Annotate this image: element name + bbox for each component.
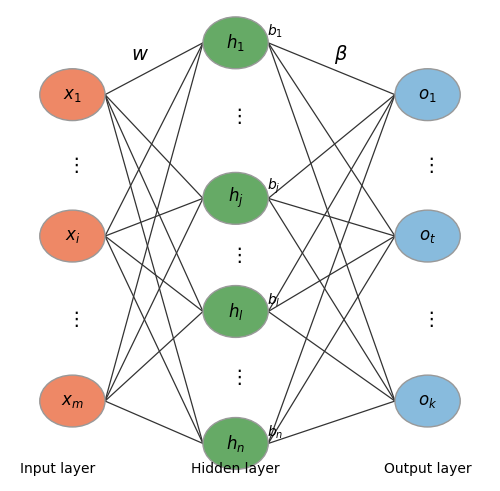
Ellipse shape [203,17,268,69]
Text: $\beta$: $\beta$ [334,43,348,66]
Ellipse shape [395,375,460,427]
Text: $b_n$: $b_n$ [267,424,283,441]
Text: $h_l$: $h_l$ [228,301,244,322]
Ellipse shape [40,375,105,427]
Text: $\vdots$: $\vdots$ [421,308,434,328]
Text: $\vdots$: $\vdots$ [421,155,434,175]
Text: Input layer: Input layer [20,463,96,476]
Text: $o_t$: $o_t$ [419,227,436,245]
Text: Output layer: Output layer [384,463,472,476]
Text: $\vdots$: $\vdots$ [229,106,242,126]
Text: $\vdots$: $\vdots$ [66,155,79,175]
Text: $x_m$: $x_m$ [61,392,84,410]
Text: $x_i$: $x_i$ [64,227,80,245]
Text: $b_1$: $b_1$ [267,23,283,40]
Text: $b_j$: $b_j$ [267,177,280,196]
Ellipse shape [40,69,105,121]
Text: $\vdots$: $\vdots$ [66,308,79,328]
Text: $h_j$: $h_j$ [228,186,244,211]
Text: $o_1$: $o_1$ [418,85,437,104]
Text: $w$: $w$ [130,45,148,64]
Ellipse shape [203,172,268,224]
Text: $h_n$: $h_n$ [226,433,245,454]
Text: Hidden layer: Hidden layer [192,463,280,476]
Ellipse shape [395,210,460,262]
Text: $x_1$: $x_1$ [63,85,82,104]
Ellipse shape [40,210,105,262]
Text: $h_1$: $h_1$ [226,32,245,54]
Text: $\vdots$: $\vdots$ [229,245,242,265]
Text: $o_k$: $o_k$ [418,392,437,410]
Text: $b_l$: $b_l$ [267,292,280,309]
Ellipse shape [203,286,268,337]
Ellipse shape [203,417,268,469]
Ellipse shape [395,69,460,121]
Text: $\vdots$: $\vdots$ [229,367,242,387]
